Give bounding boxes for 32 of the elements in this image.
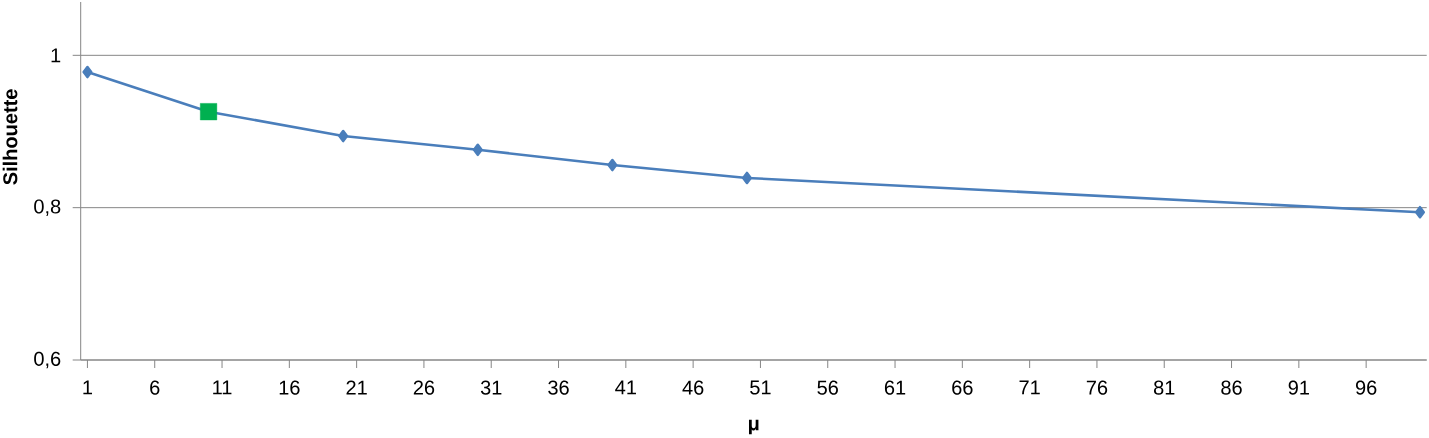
x-tick-label: 46 [682,380,704,395]
x-tick-label: 91 [1288,380,1309,395]
x-axis-title: μ [749,419,759,435]
x-tick-label: 1 [83,380,93,395]
x-tick-label: 41 [615,380,636,395]
point [338,129,349,143]
x-tick-label: 16 [279,380,300,395]
point [741,171,753,185]
point [472,143,483,157]
x-tick-label: 61 [884,380,906,395]
y-axis-title: Silhouette [2,89,18,185]
x-tick-label: 76 [1086,380,1108,395]
x-tick-label: 71 [1019,380,1040,395]
point [607,158,618,172]
point [200,103,218,121]
x-tick-label: 96 [1355,380,1377,395]
x-tick-label: 31 [480,380,502,395]
point [82,65,93,79]
x-tick-label: 81 [1153,380,1175,395]
y-tick-label: 1 [51,48,61,63]
x-tick-label: 26 [413,380,435,395]
y-tick-label: 0,8 [34,199,61,216]
y-tick-label: 0,6 [34,351,61,369]
x-tick-label: 21 [346,380,367,395]
point [1414,205,1426,219]
x-tick-label: 51 [750,380,771,395]
x-tick-label: 66 [952,380,973,395]
x-tick-label: 6 [150,380,160,395]
x-tick-label: 56 [817,380,838,395]
x-tick-label: 86 [1221,380,1242,395]
x-tick-label: 11 [213,380,232,395]
x-tick-label: 36 [548,380,569,395]
